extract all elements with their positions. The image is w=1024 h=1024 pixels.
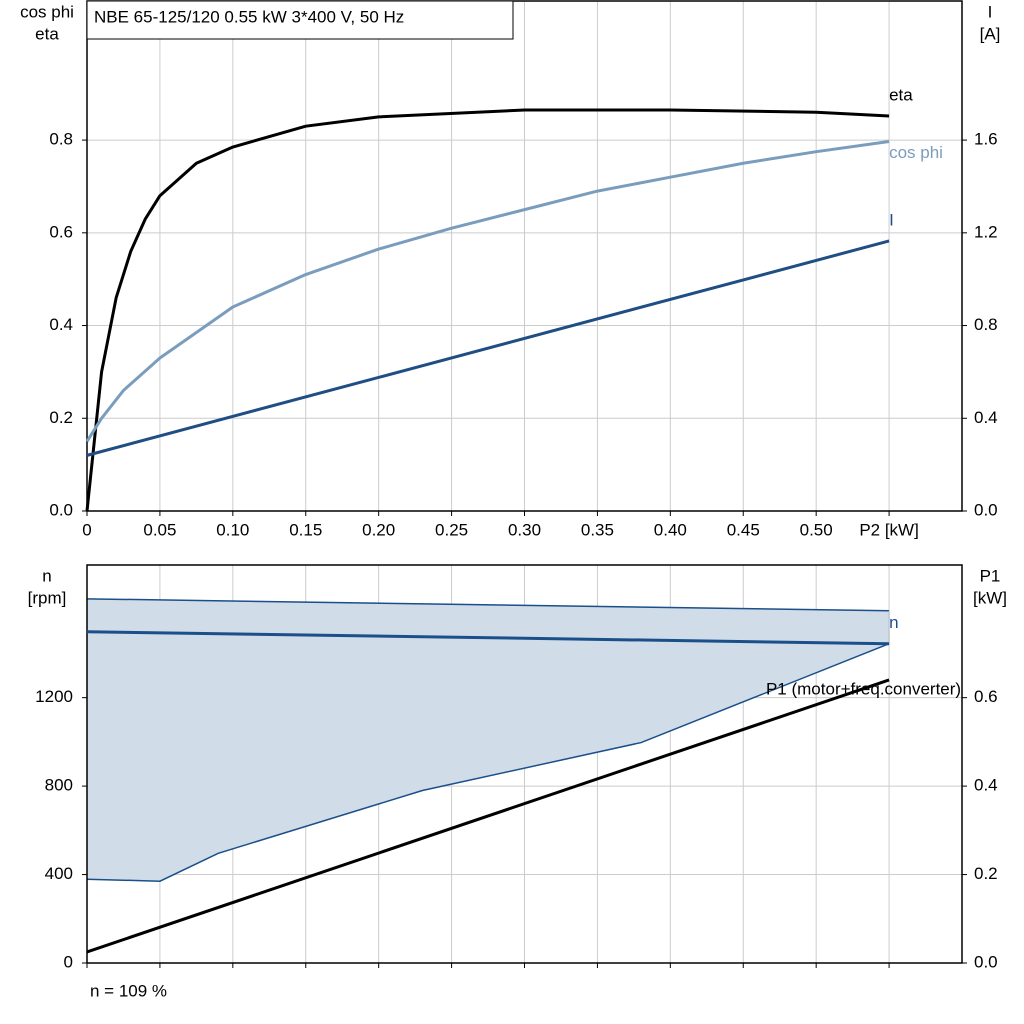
y2-tick-label: 0.0 [974, 500, 998, 519]
plot-frame [86, 0, 963, 512]
x-tick-label: 0.50 [800, 520, 833, 539]
y-tick-label: 0.6 [49, 222, 73, 241]
note: n = 109 % [90, 981, 167, 1000]
x-tick-label: 0.40 [654, 520, 687, 539]
y-tick-label: 0.0 [49, 500, 73, 519]
y2-tick-label: 0.6 [974, 687, 998, 706]
band-lower [86, 643, 890, 882]
y2-tick-label: 1.2 [974, 222, 998, 241]
series-label: eta [889, 85, 913, 104]
x-tick-label: 0.10 [216, 520, 249, 539]
x-tick-label: 0.25 [435, 520, 468, 539]
y-axis-label: eta [35, 24, 59, 43]
series-line [85, 108, 890, 512]
y-tick-label: 0 [64, 952, 73, 971]
y2-tick-label: 0.8 [974, 315, 998, 334]
series-line [86, 630, 890, 646]
y-tick-label: 1200 [35, 687, 73, 706]
title-box [86, 0, 514, 40]
y2-axis-label: [kW] [973, 588, 1007, 607]
x-tick-label: 0.15 [289, 520, 322, 539]
x-tick-label: 0.35 [581, 520, 614, 539]
x-tick-label: 0.05 [143, 520, 176, 539]
series-line [86, 678, 890, 954]
y-tick-label: 0.4 [49, 315, 73, 334]
y-tick-label: 0.2 [49, 408, 73, 427]
chart-title: NBE 65-125/120 0.55 kW 3*400 V, 50 Hz [94, 7, 404, 26]
y2-axis-label: P1 [980, 566, 1001, 585]
series-line [86, 239, 890, 457]
x-tick-label: 0 [82, 520, 91, 539]
y2-axis-label: I [988, 2, 993, 21]
series-label: I [889, 210, 894, 229]
y2-tick-label: 0.4 [974, 408, 998, 427]
y2-tick-label: 0.2 [974, 864, 998, 883]
series-label: n [889, 613, 898, 632]
y-tick-label: 0.8 [49, 130, 73, 149]
y-axis-label: [rpm] [28, 588, 67, 607]
y-axis-label: n [42, 566, 51, 585]
y-axis-label: cos phi [20, 2, 74, 21]
x-tick-label: 0.45 [727, 520, 760, 539]
x-tick-label: 0.30 [508, 520, 541, 539]
y2-axis-label: [A] [980, 24, 1001, 43]
series-label: P1 (motor+freq.converter) [766, 679, 961, 698]
y2-tick-label: 0.0 [974, 952, 998, 971]
x-tick-label: P2 [kW] [859, 520, 919, 539]
x-tick-label: 0.20 [362, 520, 395, 539]
band-upper [86, 598, 890, 612]
y2-tick-label: 0.4 [974, 776, 998, 795]
series-label: cos phi [889, 143, 943, 162]
series-line [85, 139, 890, 443]
y-tick-label: 800 [45, 776, 73, 795]
y-tick-label: 400 [45, 864, 73, 883]
y2-tick-label: 1.6 [974, 130, 998, 149]
plot-frame [86, 564, 963, 964]
band-area [87, 598, 890, 882]
